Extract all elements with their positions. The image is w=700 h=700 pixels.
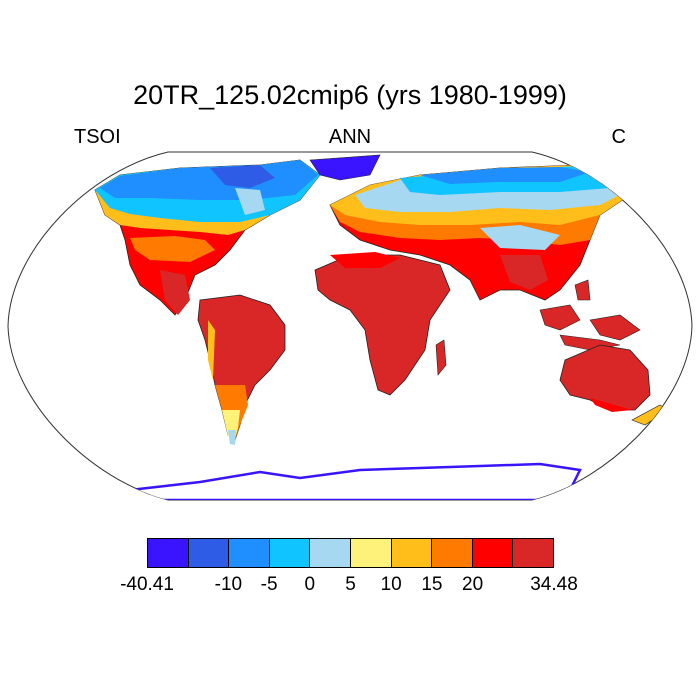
variable-label: TSOI: [74, 126, 121, 148]
colorbar-swatch: [229, 539, 270, 567]
south-america-landmass: [197, 294, 286, 445]
colorbar-tick-label: -5: [260, 574, 278, 595]
antarctica-landmass: [128, 462, 582, 500]
colorbar-swatch: [310, 539, 351, 567]
colorbar-swatch: [513, 539, 553, 567]
colorbar-swatch: [472, 539, 514, 567]
greenland-landmass: [309, 154, 381, 181]
africa-landmass: [314, 252, 451, 396]
colorbar-swatch: [269, 539, 311, 567]
colorbar-swatch: [350, 539, 392, 567]
season-label: ANN: [328, 126, 372, 148]
units-label: C: [611, 126, 626, 148]
north-america-landmass: [94, 159, 321, 316]
colorbar-swatch: [391, 539, 433, 567]
madagascar-landmass: [435, 339, 447, 376]
colorbar-tick-label: 15: [421, 574, 443, 595]
colorbar-swatch: [148, 539, 189, 567]
colorbar-swatch: [432, 539, 473, 567]
colorbar-tick-label: 20: [462, 574, 484, 595]
australia-landmass: [559, 344, 651, 412]
colorbar-tick-label: 0: [304, 574, 316, 595]
colorbar-swatch: [188, 539, 230, 567]
colorbar-tick-label: 5: [345, 574, 356, 595]
colorbar-tick-labels: -40.41 -10 -5 0 5 10 15 20 34.48: [0, 574, 700, 600]
colorbar-tick-label: 34.48: [530, 574, 578, 595]
colorbar-tick-label: -10: [214, 574, 243, 595]
eurasia-landmass: [329, 164, 631, 301]
colorbar: [147, 538, 554, 568]
colorbar-tick-label: 10: [380, 574, 402, 595]
plot-title: 20TR_125.02cmip6 (yrs 1980-1999): [133, 80, 567, 110]
colorbar-tick-label: -40.41: [120, 574, 174, 595]
